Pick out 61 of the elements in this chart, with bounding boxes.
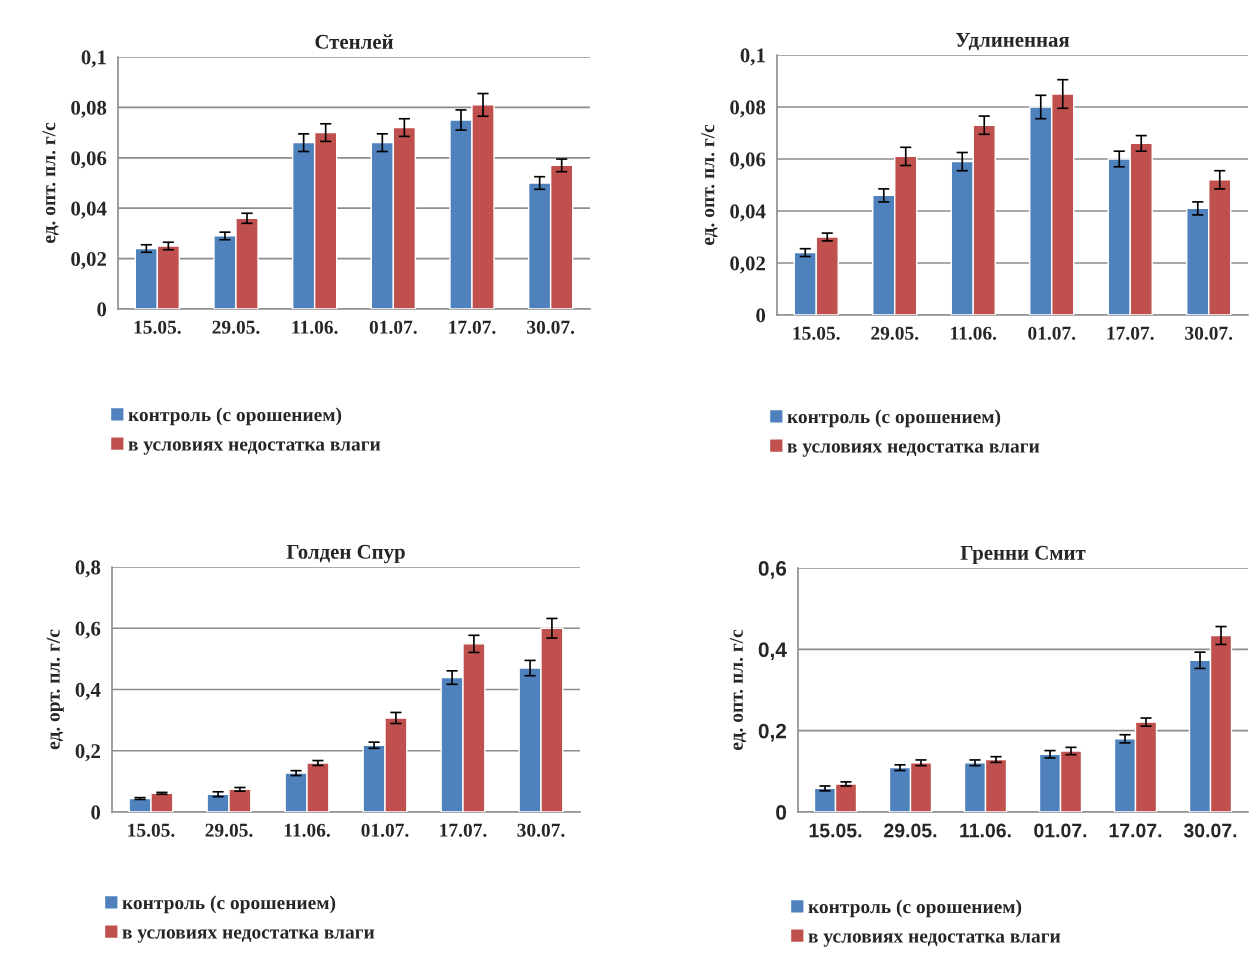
x-tick-label: 29.05. <box>884 823 937 838</box>
x-tick-label: 17.07. <box>1107 326 1154 340</box>
x-tick-label: 01.07. <box>361 823 409 837</box>
x-tick-label: 11.06. <box>960 823 1011 838</box>
legend-label: в условиях недостатка влаги <box>787 443 1040 457</box>
y-tick-label: 0,1 <box>740 48 765 66</box>
y-axis-title: ед. орт. пл. г/с <box>46 629 64 750</box>
x-tick-label: 15.05. <box>809 823 862 838</box>
legend-label: в условиях недостатка влаги <box>808 933 1061 947</box>
legend-label: контроль (с орошением) <box>787 409 1001 428</box>
x-tick-label: 30.07. <box>517 823 565 837</box>
y-tick-label: 0,02 <box>730 256 765 274</box>
y-tick-label: 0,2 <box>75 744 100 762</box>
x-tick-label: 15.05. <box>793 326 840 340</box>
y-tick-label: 0,06 <box>71 151 107 169</box>
x-tick-label: 15.05. <box>128 823 175 837</box>
chart-title: Удлиненная <box>955 33 1070 51</box>
x-tick-label: 30.07. <box>527 320 575 334</box>
legend-label: в условиях недостатка влаги <box>122 929 375 943</box>
chart-title: Гренни Смит <box>960 545 1086 565</box>
y-tick-label: 0,02 <box>71 251 106 270</box>
y-tick-label: 0,1 <box>81 50 106 68</box>
y-tick-label: 0,08 <box>71 100 107 118</box>
x-tick-label: 01.07. <box>369 320 417 334</box>
y-tick-label: 0 <box>776 805 787 820</box>
x-tick-label: 29.05. <box>205 823 253 837</box>
y-tick-label: 0 <box>756 308 766 323</box>
y-axis-title: ед. опт. пл. г/с <box>701 124 718 246</box>
legend-label: контроль (с орошением) <box>808 899 1022 918</box>
y-tick-label: 0 <box>91 805 101 820</box>
x-tick-label: 29.05. <box>871 326 919 340</box>
y-tick-label: 0,8 <box>75 560 101 578</box>
y-tick-label: 0,2 <box>758 723 787 742</box>
x-tick-label: 17.07. <box>1109 823 1162 838</box>
x-tick-label: 30.07. <box>1185 326 1233 340</box>
y-axis-title: ед. опт. пл. г/с <box>42 122 59 244</box>
x-tick-label: 01.07. <box>1034 823 1087 838</box>
x-tick-label: 01.07. <box>1028 326 1076 340</box>
y-tick-label: 0 <box>97 302 107 317</box>
chart-title: Стенлей <box>315 34 394 49</box>
x-tick-label: 11.06. <box>951 326 997 340</box>
x-tick-label: 11.06. <box>292 320 338 334</box>
y-tick-label: 0,6 <box>75 621 101 639</box>
legend-label: в условиях недостатка влаги <box>128 441 381 455</box>
legend-label: контроль (с орошением) <box>122 895 336 914</box>
y-tick-label: 0,6 <box>758 561 787 579</box>
y-tick-label: 0,08 <box>730 100 766 118</box>
x-tick-label: 17.07. <box>449 320 496 334</box>
x-tick-label: 11.06. <box>284 823 330 837</box>
y-tick-label: 0,4 <box>75 682 101 700</box>
chart-title: Голден Спур <box>286 544 405 564</box>
y-axis-title: ед. опт. пл. г/с <box>729 629 747 751</box>
y-tick-label: 0,4 <box>758 642 787 661</box>
y-tick-label: 0,06 <box>730 152 766 170</box>
x-tick-label: 17.07. <box>440 823 487 837</box>
x-tick-label: 30.07. <box>1183 823 1237 838</box>
y-tick-label: 0,04 <box>71 201 107 219</box>
x-tick-label: 15.05. <box>134 320 181 334</box>
y-tick-label: 0,04 <box>730 204 766 222</box>
x-tick-label: 29.05. <box>212 320 260 334</box>
legend-label: контроль (с орошением) <box>128 407 342 426</box>
